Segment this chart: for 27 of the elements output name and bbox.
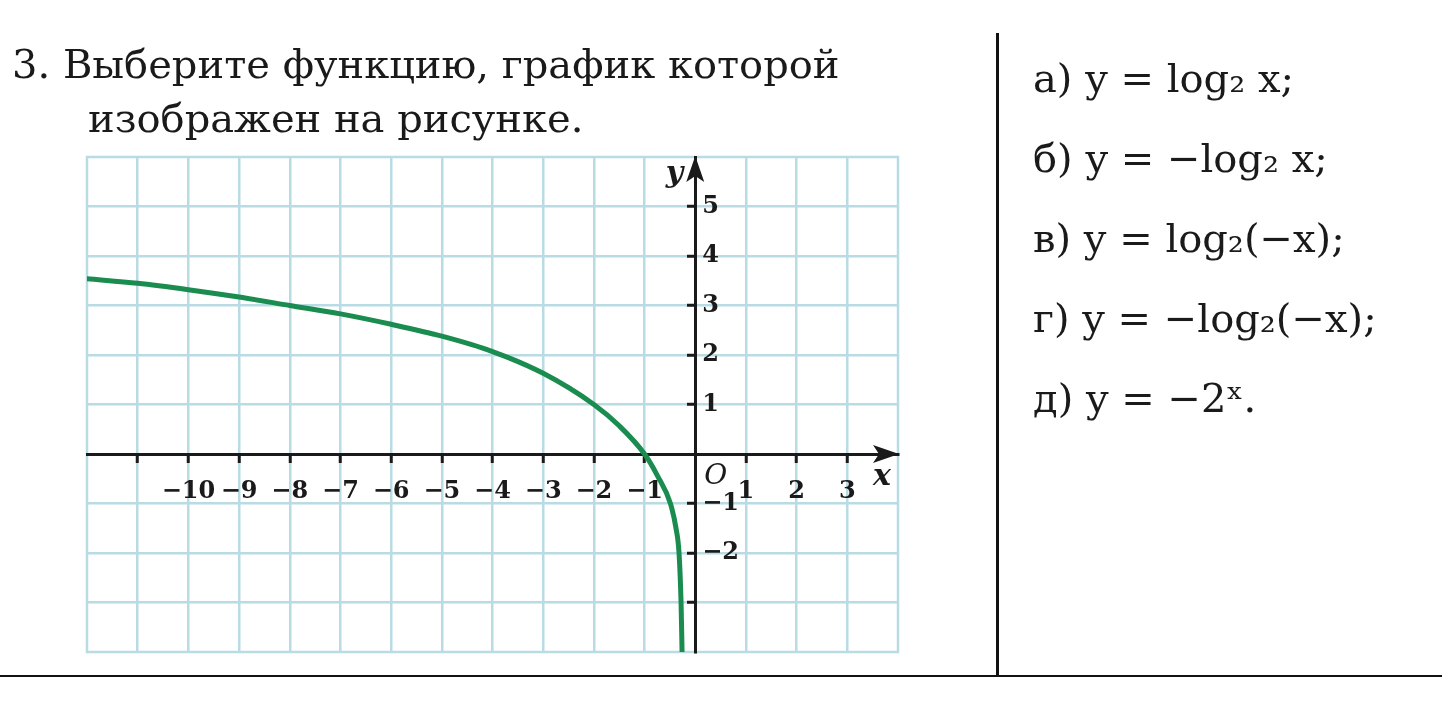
x-axis-title: x: [872, 456, 893, 492]
y-axis-title: y: [664, 153, 686, 189]
x-tick-label: −3: [524, 475, 562, 505]
x-tick-label: −8: [271, 475, 309, 505]
x-tick-label: −5: [423, 475, 461, 505]
y-tick-label: 2: [702, 338, 719, 368]
x-tick-label: −6: [372, 475, 410, 505]
y-tick-label: 5: [702, 189, 719, 219]
x-tick-label: 2: [788, 475, 805, 505]
text: в) y = log₂(−x);: [1033, 214, 1346, 263]
x-tick-label: −1: [626, 475, 663, 505]
annotation: O: [704, 458, 728, 492]
x-tick-label: 3: [838, 475, 856, 505]
y-tick-label: 4: [702, 239, 719, 269]
y-tick-label: 1: [702, 387, 719, 417]
x-tick-label: −10: [161, 475, 216, 505]
y-tick-label: 3: [702, 288, 719, 318]
y-tick-label: −2: [702, 536, 740, 566]
text: б) y = −log₂ x;: [1033, 134, 1329, 183]
text: д) y = −2ˣ.: [1033, 374, 1258, 423]
x-tick-label: −9: [220, 475, 258, 505]
text: а) y = log₂ x;: [1033, 54, 1295, 103]
text: г) y = −log₂(−x);: [1033, 294, 1377, 343]
chart-title: 3. Выберите функцию, график которой изображен на рисунке.: [12, 40, 841, 143]
x-tick-label: −4: [474, 475, 511, 505]
x-tick-label: −7: [322, 475, 359, 505]
x-tick-label: −2: [575, 475, 613, 505]
